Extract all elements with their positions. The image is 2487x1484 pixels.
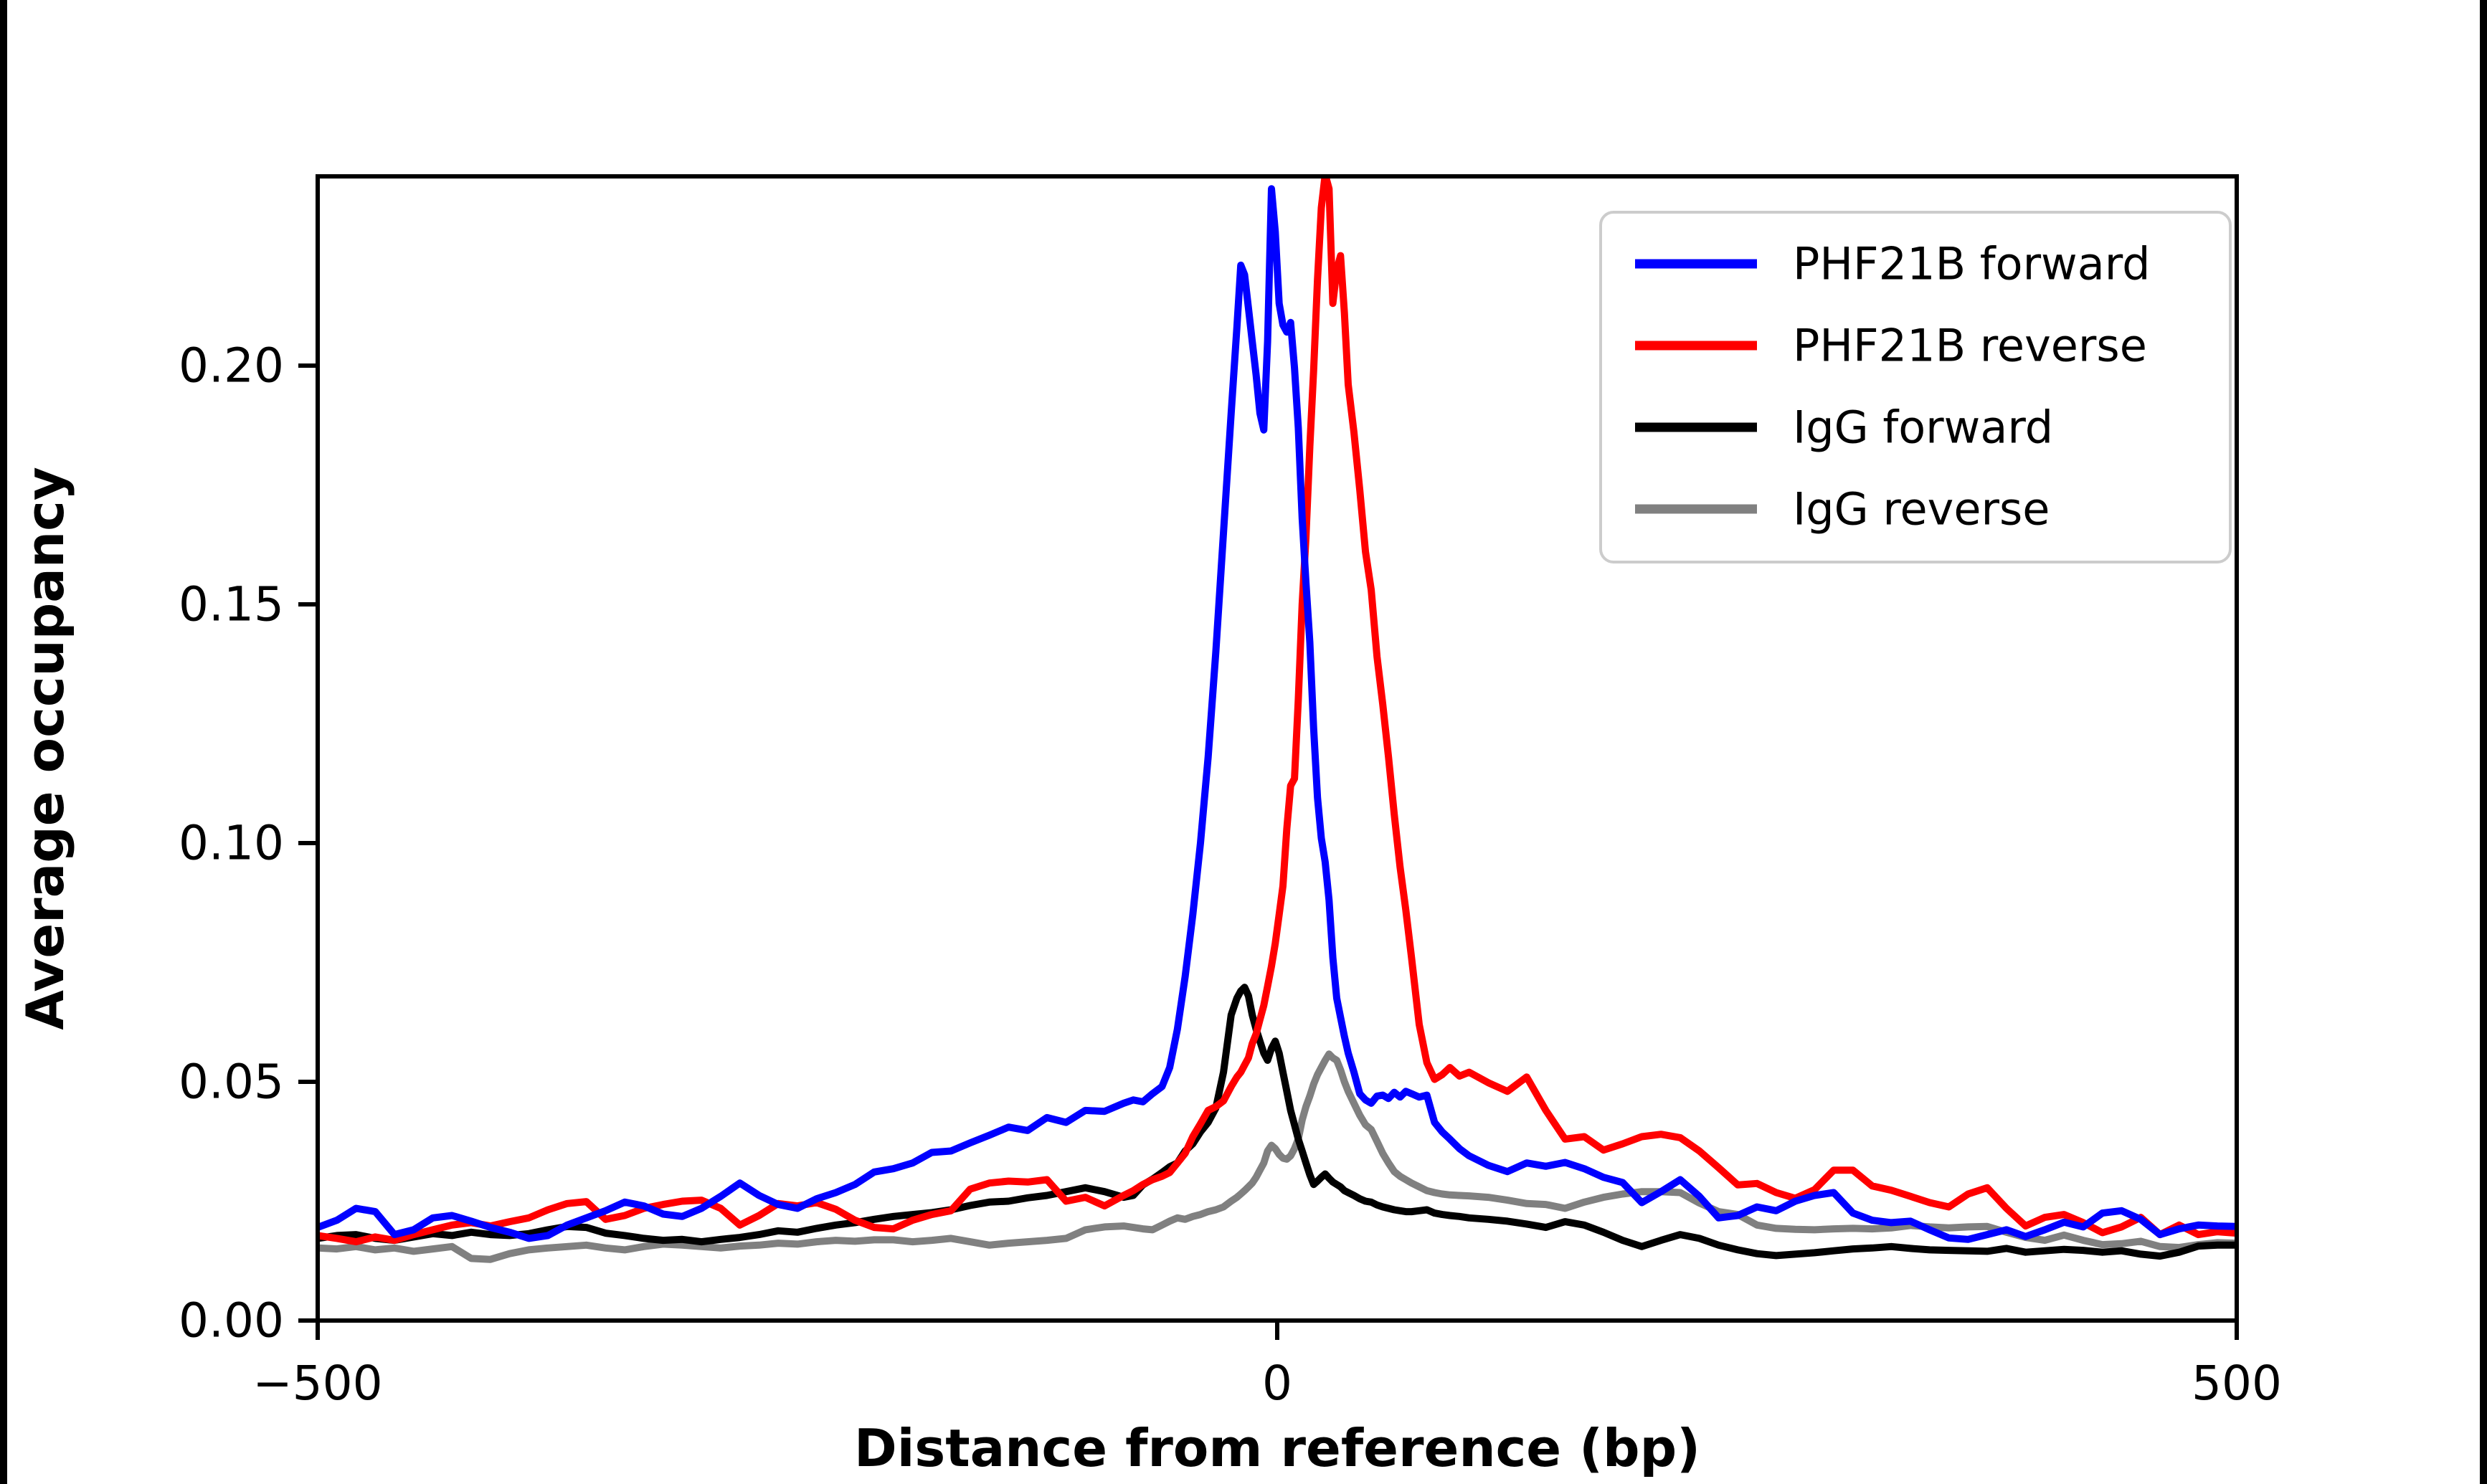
legend-entry-igg-forward: IgG forward [1635, 401, 2053, 454]
y-tick-label-0: 0.00 [179, 1293, 284, 1349]
legend-box [1599, 211, 2232, 563]
legend-label-igg-reverse: IgG reverse [1793, 483, 2050, 536]
legend-entry-igg-reverse: IgG reverse [1635, 483, 2050, 536]
x-tick-label-2: 500 [2192, 1356, 2282, 1411]
right-border-bar [2480, 0, 2487, 1484]
y-tick-label-1: 0.05 [179, 1055, 284, 1110]
legend-label-igg-forward: IgG forward [1793, 401, 2053, 454]
y-tick-label-3: 0.15 [179, 577, 284, 632]
x-tick-label-0: −500 [252, 1356, 382, 1411]
x-axis-ticks [316, 1321, 2239, 1340]
series-line-igg-forward [318, 984, 2237, 1260]
y-tick-label-4: 0.20 [179, 338, 284, 394]
plot-area [318, 176, 2237, 1263]
legend-entry-phf21b-forward: PHF21B forward [1635, 238, 2151, 290]
legend: PHF21B forward PHF21B reverse IgG forwar… [1599, 211, 2232, 563]
legend-label-phf21b-reverse: PHF21B reverse [1793, 320, 2147, 372]
left-border-bar [0, 0, 7, 1484]
x-tick-label-1: 0 [1262, 1356, 1292, 1411]
y-axis-ticks [298, 363, 318, 1323]
y-axis-title: Average occupancy [15, 467, 75, 1030]
series-line-phf21b-forward [318, 185, 2237, 1243]
legend-entry-phf21b-reverse: PHF21B reverse [1635, 320, 2147, 372]
series-line-igg-reverse [318, 1050, 2237, 1263]
y-tick-label-2: 0.10 [179, 816, 284, 871]
x-axis-title: Distance from reference (bp) [854, 1418, 1700, 1478]
legend-label-phf21b-forward: PHF21B forward [1793, 238, 2151, 290]
